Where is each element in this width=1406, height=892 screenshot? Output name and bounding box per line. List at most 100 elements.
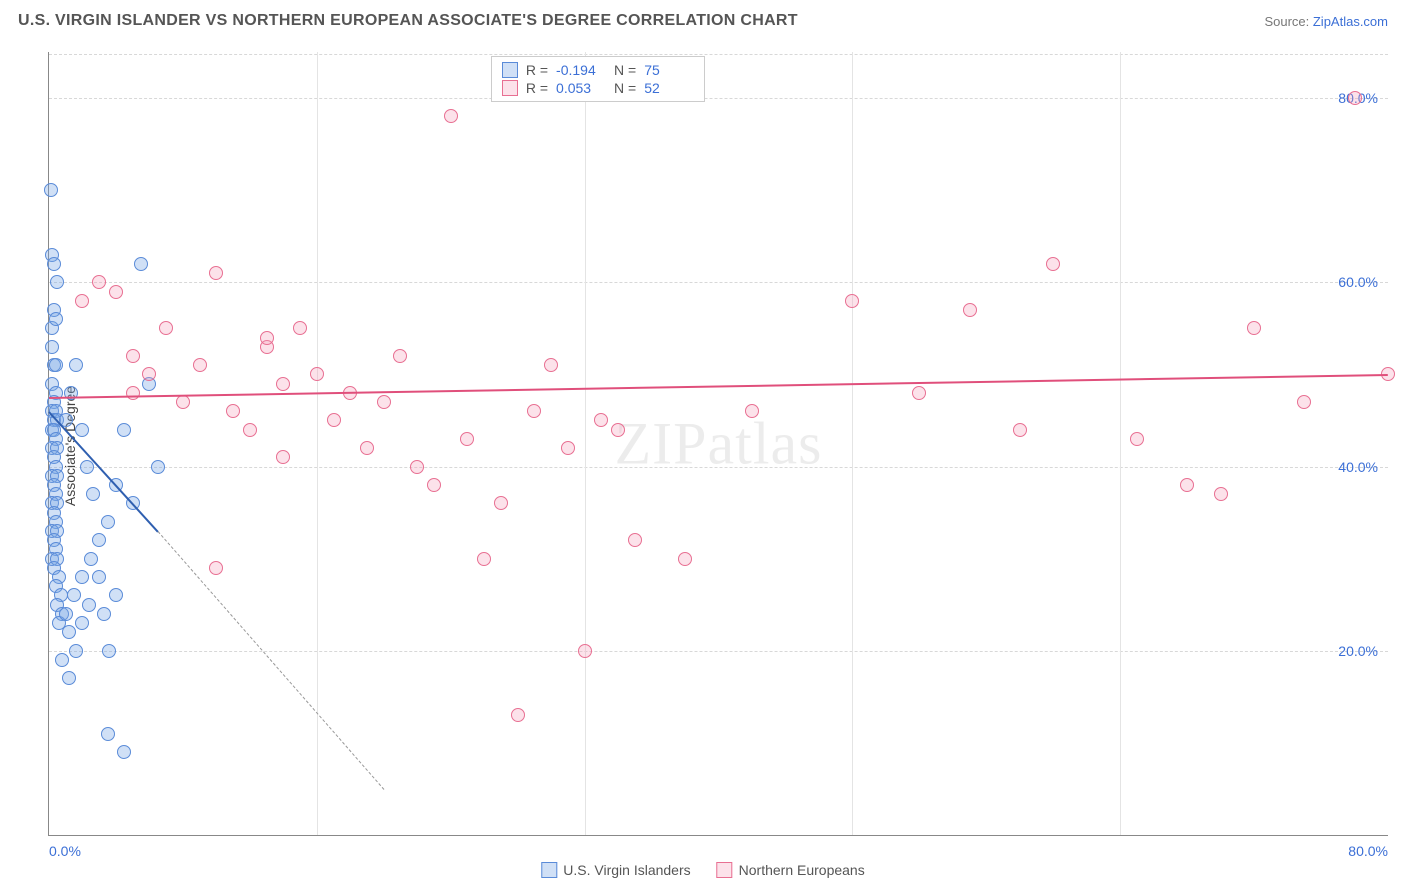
data-point	[62, 671, 76, 685]
stats-n-value: 52	[644, 80, 694, 96]
legend-item-neuro: Northern Europeans	[717, 862, 865, 878]
data-point	[109, 588, 123, 602]
gridline-h	[49, 54, 1388, 55]
stats-r-label: R =	[526, 62, 548, 78]
data-point	[594, 413, 608, 427]
data-point	[226, 404, 240, 418]
data-point	[1348, 91, 1362, 105]
data-point	[75, 616, 89, 630]
data-point	[117, 745, 131, 759]
data-point	[511, 708, 525, 722]
gridline-v	[585, 52, 586, 835]
data-point	[427, 478, 441, 492]
chart-title: U.S. VIRGIN ISLANDER VS NORTHERN EUROPEA…	[18, 12, 798, 30]
data-point	[360, 441, 374, 455]
stats-n-label: N =	[614, 62, 636, 78]
data-point	[109, 285, 123, 299]
data-point	[260, 331, 274, 345]
data-point	[912, 386, 926, 400]
data-point	[745, 404, 759, 418]
data-point	[97, 607, 111, 621]
trend-line-dashed	[157, 531, 384, 790]
legend-item-usvi: U.S. Virgin Islanders	[541, 862, 690, 878]
data-point	[293, 321, 307, 335]
chart-header: U.S. VIRGIN ISLANDER VS NORTHERN EUROPEA…	[0, 0, 1406, 38]
data-point	[209, 561, 223, 575]
stats-row: R =0.053N =52	[502, 79, 694, 97]
data-point	[1214, 487, 1228, 501]
y-tick-label: 20.0%	[1338, 643, 1378, 659]
y-tick-label: 60.0%	[1338, 274, 1378, 290]
data-point	[82, 598, 96, 612]
scatter-chart: ZIPatlas 20.0%40.0%60.0%80.0%0.0%80.0%R …	[48, 52, 1388, 836]
legend-label-usvi: U.S. Virgin Islanders	[563, 862, 690, 878]
data-point	[49, 312, 63, 326]
legend-swatch-usvi	[541, 862, 557, 878]
data-point	[1297, 395, 1311, 409]
data-point	[102, 644, 116, 658]
data-point	[134, 257, 148, 271]
stats-n-label: N =	[614, 80, 636, 96]
data-point	[176, 395, 190, 409]
data-point	[544, 358, 558, 372]
source-label: Source:	[1264, 14, 1312, 29]
trend-line	[49, 374, 1388, 399]
stats-swatch	[502, 62, 518, 78]
data-point	[611, 423, 625, 437]
legend-label-neuro: Northern Europeans	[739, 862, 865, 878]
y-tick-label: 40.0%	[1338, 459, 1378, 475]
data-point	[1013, 423, 1027, 437]
data-point	[527, 404, 541, 418]
data-point	[193, 358, 207, 372]
data-point	[1130, 432, 1144, 446]
data-point	[47, 257, 61, 271]
data-point	[75, 294, 89, 308]
data-point	[75, 570, 89, 584]
data-point	[209, 266, 223, 280]
data-point	[561, 441, 575, 455]
data-point	[151, 460, 165, 474]
data-point	[44, 183, 58, 197]
data-point	[410, 460, 424, 474]
data-point	[494, 496, 508, 510]
gridline-v	[852, 52, 853, 835]
stats-n-value: 75	[644, 62, 694, 78]
gridline-v	[317, 52, 318, 835]
data-point	[628, 533, 642, 547]
data-point	[45, 340, 59, 354]
data-point	[243, 423, 257, 437]
data-point	[578, 644, 592, 658]
data-point	[444, 109, 458, 123]
data-point	[126, 386, 140, 400]
data-point	[1247, 321, 1261, 335]
data-point	[845, 294, 859, 308]
x-tick-label-left: 0.0%	[49, 843, 81, 859]
legend: U.S. Virgin Islanders Northern Europeans	[541, 862, 864, 878]
gridline-h	[49, 282, 1388, 283]
data-point	[142, 367, 156, 381]
data-point	[101, 515, 115, 529]
data-point	[276, 377, 290, 391]
source-credit: Source: ZipAtlas.com	[1264, 14, 1388, 29]
data-point	[1180, 478, 1194, 492]
data-point	[59, 607, 73, 621]
gridline-h	[49, 98, 1388, 99]
data-point	[55, 653, 69, 667]
data-point	[67, 588, 81, 602]
data-point	[460, 432, 474, 446]
legend-swatch-neuro	[717, 862, 733, 878]
gridline-h	[49, 467, 1388, 468]
data-point	[477, 552, 491, 566]
data-point	[310, 367, 324, 381]
data-point	[49, 358, 63, 372]
gridline-v	[1120, 52, 1121, 835]
data-point	[92, 275, 106, 289]
data-point	[86, 487, 100, 501]
data-point	[1046, 257, 1060, 271]
data-point	[276, 450, 290, 464]
source-link[interactable]: ZipAtlas.com	[1313, 14, 1388, 29]
data-point	[678, 552, 692, 566]
data-point	[92, 533, 106, 547]
stats-box: R =-0.194N =75R =0.053N =52	[491, 56, 705, 102]
stats-swatch	[502, 80, 518, 96]
